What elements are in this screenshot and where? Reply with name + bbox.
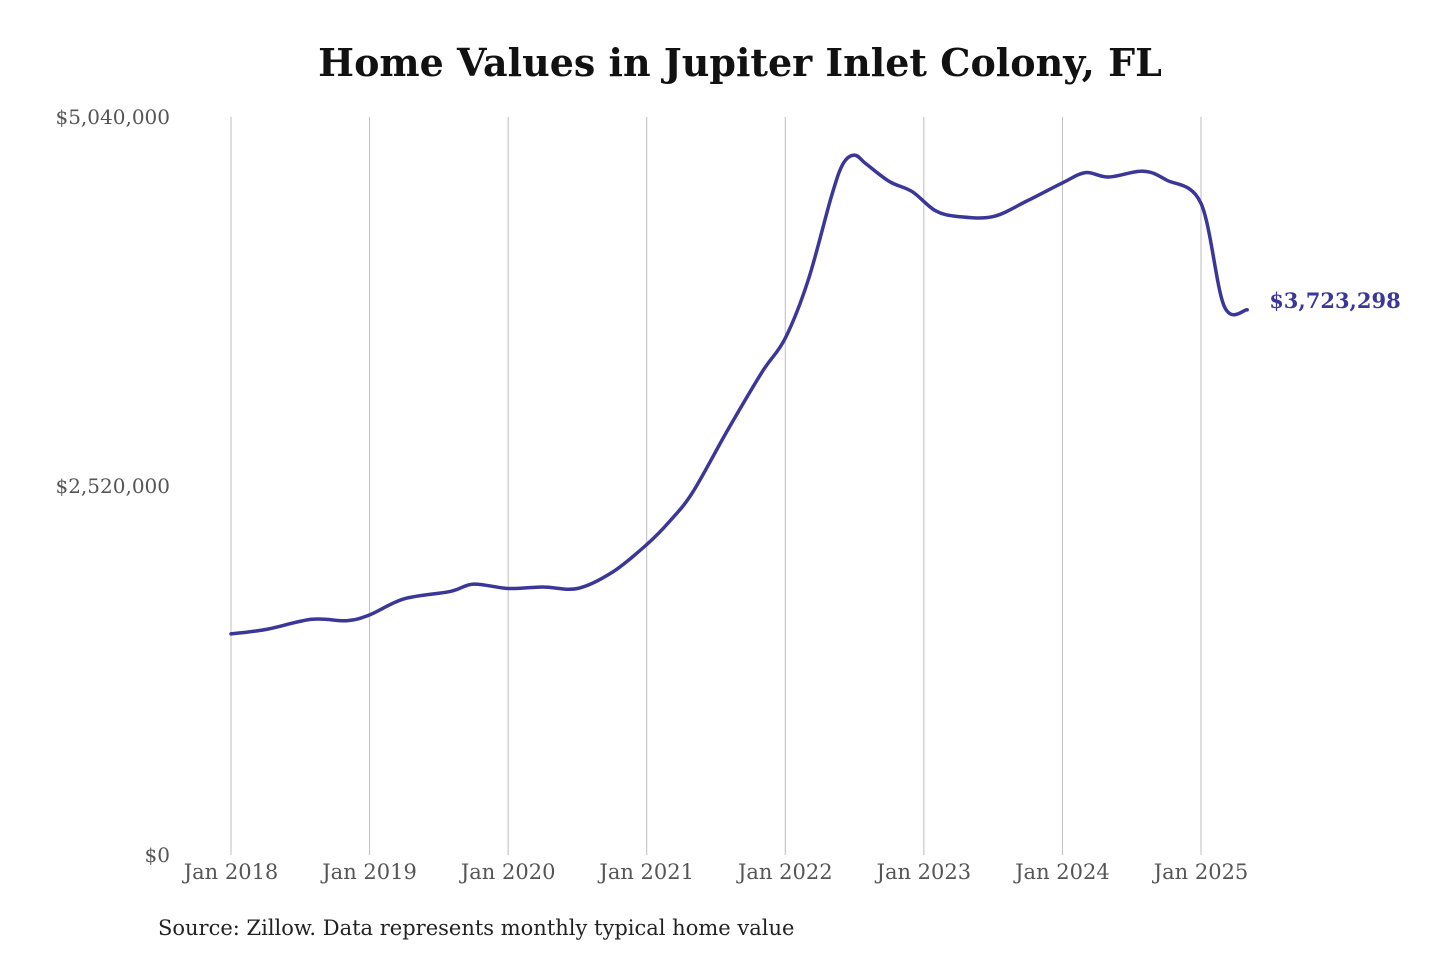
home-value-line bbox=[229, 153, 1249, 636]
x-tick-label: Jan 2019 bbox=[320, 860, 417, 884]
y-tick-label: $5,040,000 bbox=[55, 105, 170, 129]
x-tick-label: Jan 2023 bbox=[875, 860, 972, 884]
latest-value-label: $3,723,298 bbox=[1269, 288, 1401, 313]
x-tick-label: Jan 2025 bbox=[1152, 860, 1249, 884]
x-tick-label: Jan 2018 bbox=[182, 860, 279, 884]
y-axis-ticks: $5,040,000 $2,520,000 $0 bbox=[55, 105, 170, 867]
x-tick-label: Jan 2022 bbox=[736, 860, 833, 884]
x-tick-label: Jan 2024 bbox=[1013, 860, 1110, 884]
y-tick-label: $0 bbox=[145, 843, 170, 867]
x-tick-label: Jan 2020 bbox=[459, 860, 556, 884]
chart-title: Home Values in Jupiter Inlet Colony, FL bbox=[318, 40, 1162, 85]
source-note: Source: Zillow. Data represents monthly … bbox=[158, 916, 795, 940]
x-axis-ticks: Jan 2018 Jan 2019 Jan 2020 Jan 2021 Jan 2022… bbox=[182, 860, 1249, 884]
y-tick-label: $2,520,000 bbox=[55, 474, 170, 498]
gridlines bbox=[230, 117, 1202, 855]
x-tick-label: Jan 2021 bbox=[597, 860, 694, 884]
